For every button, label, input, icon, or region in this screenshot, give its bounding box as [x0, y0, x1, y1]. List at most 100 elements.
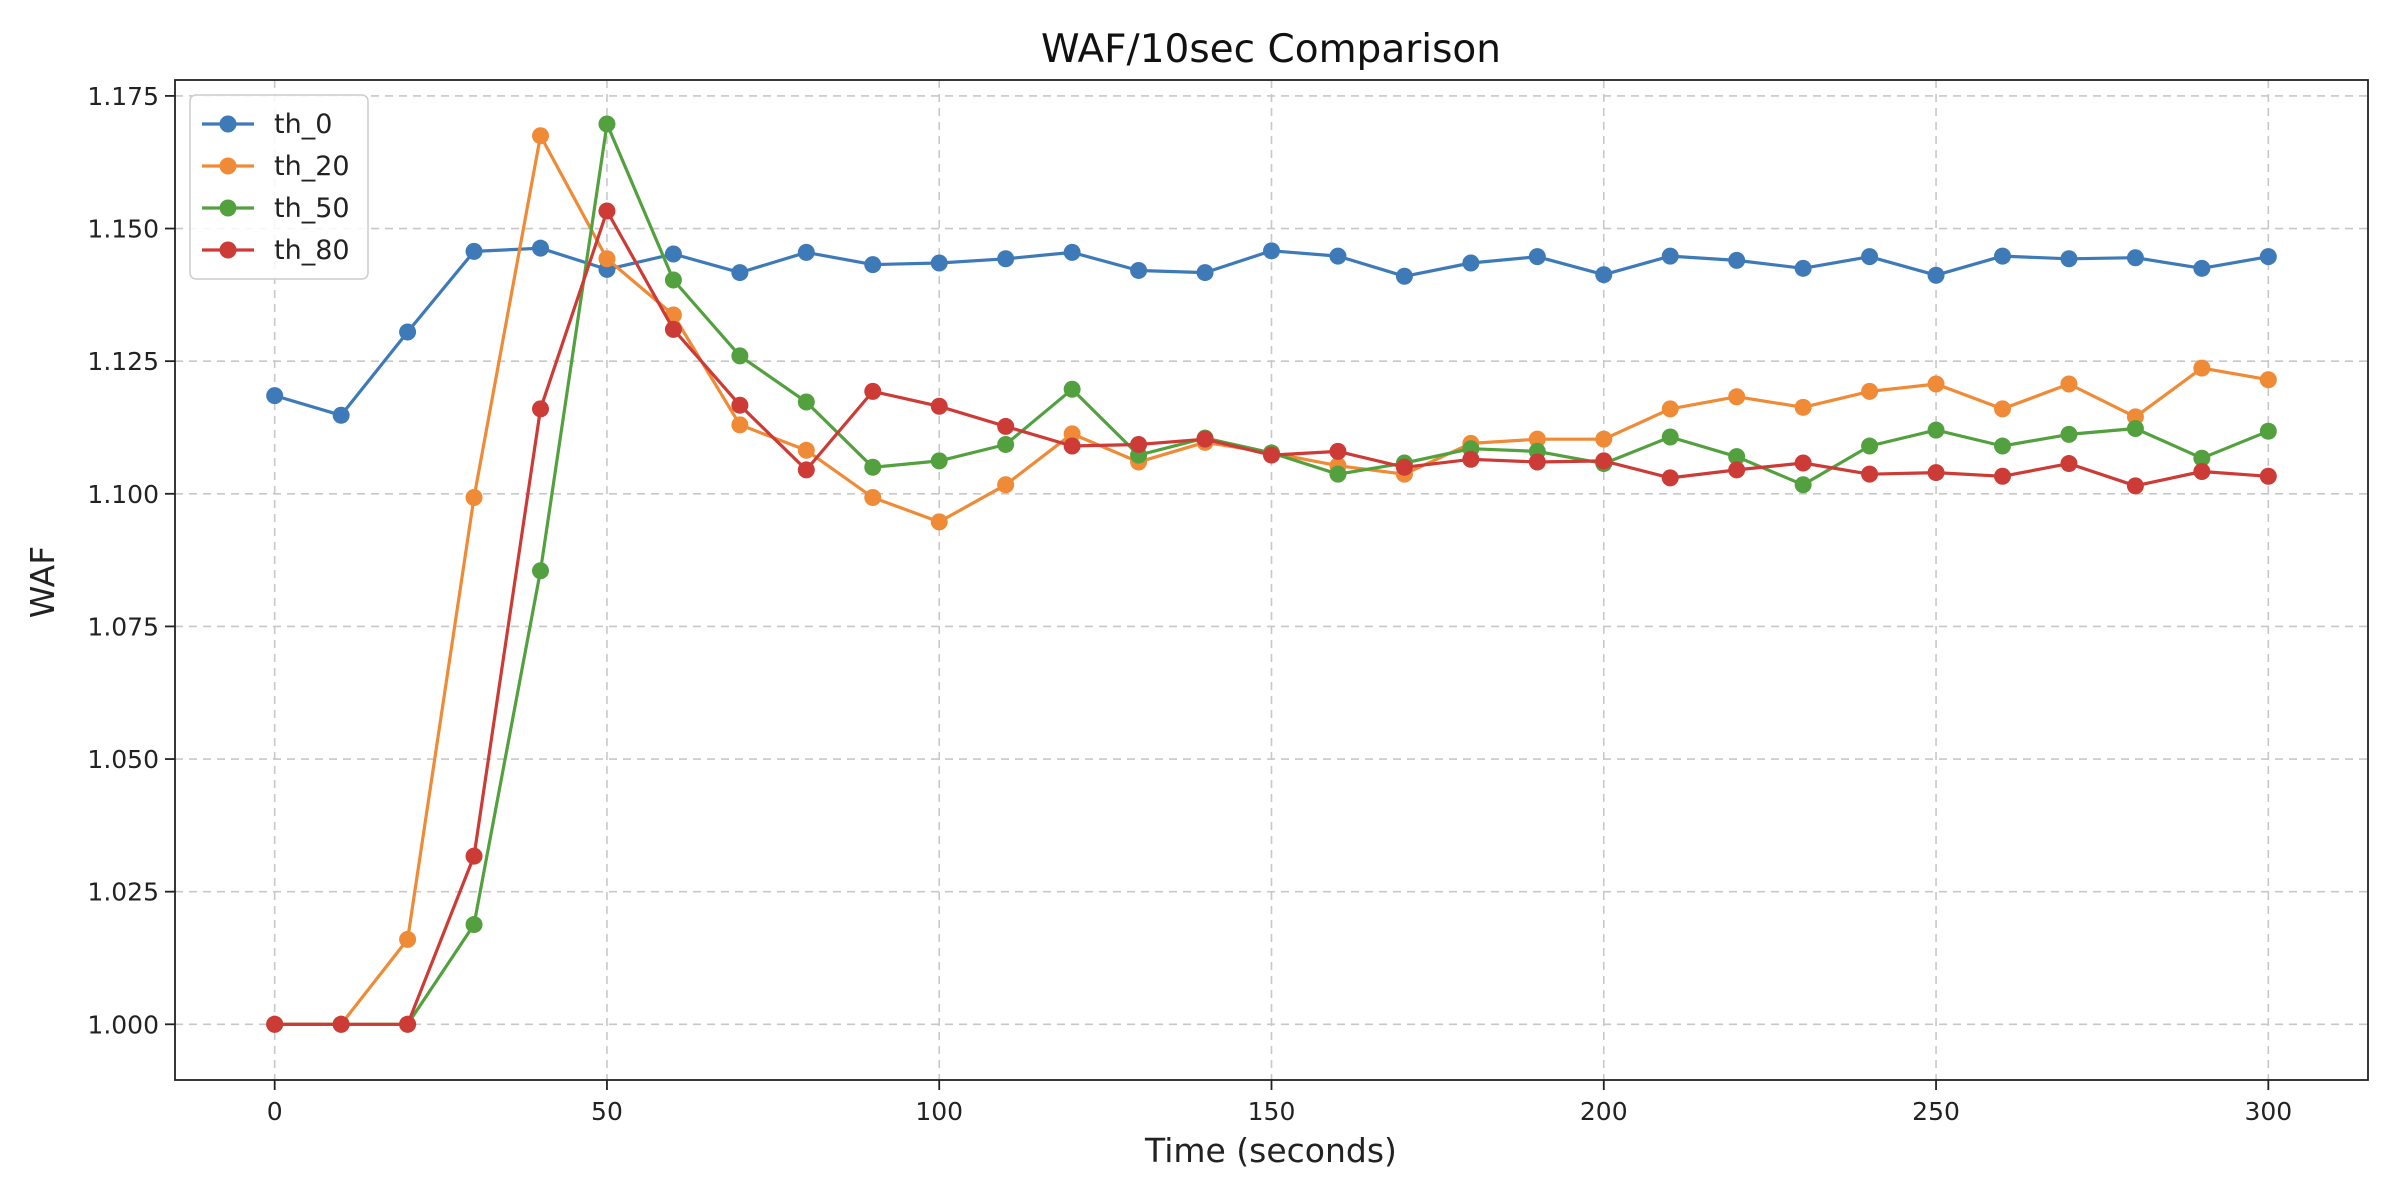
y-axis: 1.000 1.025 1.050 1.075 1.100 1.125 1.150 1.175: [87, 82, 175, 1039]
data-point: [1595, 452, 1613, 470]
data-point: [1861, 248, 1879, 266]
legend-swatch-marker: [219, 241, 237, 259]
legend-label: th_80: [274, 235, 350, 266]
data-point: [1395, 458, 1413, 476]
x-tick-label: 50: [591, 1097, 623, 1126]
data-point: [2126, 420, 2144, 438]
legend-label: th_20: [274, 151, 350, 182]
data-point: [1794, 454, 1812, 472]
y-tick-label: 1.000: [87, 1010, 159, 1039]
legend-box: [189, 94, 369, 280]
data-point: [1728, 448, 1746, 466]
data-point: [930, 513, 948, 531]
data-point: [532, 127, 549, 145]
series-th-0: [266, 239, 2277, 424]
x-axis: 0 50 100 150 200 250 300: [267, 1080, 2292, 1126]
data-point: [598, 115, 616, 133]
data-point: [731, 416, 749, 434]
data-point: [997, 435, 1015, 453]
grid-lines: [175, 80, 2368, 1080]
data-point: [1528, 248, 1546, 266]
data-point: [664, 245, 682, 263]
data-point: [2193, 359, 2211, 377]
data-point: [731, 396, 749, 414]
data-point: [399, 323, 417, 341]
data-point: [797, 243, 815, 261]
x-tick-label: 250: [1912, 1097, 1960, 1126]
data-point: [598, 202, 616, 220]
data-point: [1329, 442, 1347, 460]
data-point: [1728, 461, 1746, 479]
data-point: [1329, 247, 1347, 265]
legend: th_0 th_20 th_50 th_80: [189, 94, 369, 280]
data-point: [930, 452, 948, 470]
x-tick-label: 150: [1248, 1097, 1296, 1126]
data-point: [2126, 408, 2144, 426]
y-tick-label: 1.125: [87, 347, 159, 376]
legend-item: th_80: [202, 235, 350, 266]
data-point: [1462, 254, 1480, 272]
series-th-80: [266, 202, 2277, 1033]
x-tick-label: 300: [2244, 1097, 2292, 1126]
x-axis-label: Time (seconds): [1144, 1131, 1397, 1170]
data-point: [465, 916, 483, 934]
data-point: [1130, 261, 1148, 279]
y-tick-label: 1.050: [87, 745, 159, 774]
data-point: [1728, 388, 1746, 406]
data-point: [532, 239, 549, 257]
data-point: [1994, 247, 2011, 265]
data-point: [1661, 469, 1679, 487]
data-point: [266, 387, 284, 405]
data-point: [1196, 430, 1214, 448]
data-point: [797, 461, 815, 479]
legend-swatch-marker: [219, 115, 237, 133]
data-point: [997, 417, 1015, 435]
data-point: [1063, 380, 1081, 398]
data-point: [1196, 264, 1214, 282]
data-point: [1861, 382, 1879, 400]
data-point: [664, 320, 682, 338]
data-point: [731, 264, 749, 282]
legend-swatch-marker: [219, 199, 237, 217]
y-tick-label: 1.075: [87, 612, 159, 641]
data-point: [1794, 398, 1812, 416]
data-point: [1794, 259, 1812, 277]
data-point: [2259, 467, 2277, 485]
legend-label: th_0: [274, 109, 332, 140]
data-point: [465, 489, 483, 507]
data-point: [2126, 249, 2144, 267]
data-point: [1994, 400, 2011, 418]
y-tick-label: 1.025: [87, 878, 159, 907]
data-point: [997, 476, 1015, 494]
data-point: [1927, 375, 1945, 393]
data-point: [1063, 425, 1081, 443]
data-point: [1927, 464, 1945, 482]
legend-item: th_20: [202, 151, 350, 182]
data-point: [1595, 430, 1613, 448]
chart-title: WAF/10sec Comparison: [1041, 27, 1501, 72]
data-point: [2060, 375, 2078, 393]
y-axis-label: WAF: [23, 546, 62, 618]
data-point: [1263, 446, 1280, 464]
data-point: [864, 489, 882, 507]
data-point: [598, 250, 616, 268]
data-point: [2193, 259, 2211, 277]
data-point: [664, 271, 682, 289]
x-tick-label: 200: [1580, 1097, 1628, 1126]
data-point: [997, 250, 1015, 268]
x-tick-label: 100: [915, 1097, 963, 1126]
data-point: [2060, 250, 2078, 268]
data-point: [864, 458, 882, 476]
legend-item: th_50: [202, 193, 350, 224]
y-tick-label: 1.100: [87, 480, 159, 509]
data-point: [2060, 455, 2078, 473]
data-point: [532, 562, 549, 580]
data-point: [1528, 453, 1546, 471]
data-point: [864, 382, 882, 400]
data-point: [2193, 449, 2211, 467]
data-point: [532, 400, 549, 418]
data-point: [2060, 425, 2078, 443]
data-point: [1927, 266, 1945, 284]
data-point: [1861, 465, 1879, 483]
